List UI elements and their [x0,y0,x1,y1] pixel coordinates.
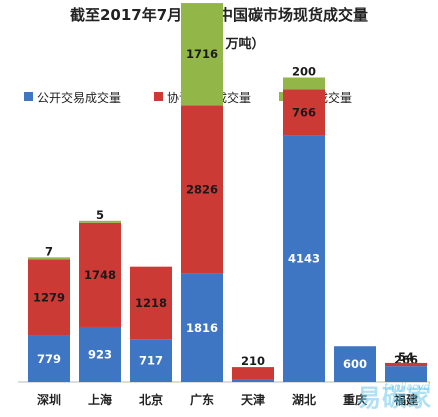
category-label-6: 重庆 [343,392,367,407]
bar-4-series-0 [232,379,274,382]
bar-3-series-2 [181,3,223,106]
data-label-1-series-1: 1748 [84,268,116,282]
bar-7-series-1 [385,362,427,367]
data-label-1-series-0: 923 [88,347,112,361]
category-label-2: 北京 [139,392,163,407]
data-label-5-series-2: 200 [292,65,316,79]
bar-0-series-0 [28,335,70,382]
bar-7-series-0 [385,366,427,382]
category-label-0: 深圳 [37,392,61,407]
data-label-7-series-1: 54 [398,350,414,364]
data-label-1-series-2: 5 [96,208,104,222]
bar-1-series-1 [79,222,121,327]
data-label-4-series-1: 210 [241,354,265,368]
bar-1-series-2 [79,220,121,223]
bar-0-series-2 [28,257,70,260]
bar-2-series-0 [130,339,172,382]
bar-2-series-1 [130,266,172,340]
bar-1-series-0 [79,326,121,382]
bar-3-series-1 [181,105,223,274]
data-label-0-series-2: 7 [45,244,53,258]
legend-label-public: 公开交易成交量 [37,91,122,105]
bar-5-series-0 [283,135,325,382]
bar-4-series-1 [232,367,274,380]
legend-swatch-agreement [154,92,163,101]
category-label-3: 广东 [190,392,214,407]
data-label-6-series-0: 600 [343,357,367,371]
watermark-logo: 易碳家 [357,384,432,412]
category-label-7: 福建 [393,392,419,407]
data-label-0-series-1: 1279 [33,290,65,304]
bar-6-series-0 [334,346,376,382]
data-label-2-series-1: 1218 [135,296,167,310]
legend-swatch-public [24,92,33,101]
category-label-4: 天津 [241,392,265,407]
data-label-3-series-0: 1816 [186,321,218,335]
data-label-5-series-1: 766 [292,105,316,119]
watermark-url: tanjiacyd [384,382,430,393]
bar-5-series-2 [283,77,325,90]
data-label-3-series-1: 2826 [186,183,218,197]
data-label-0-series-0: 779 [37,352,61,366]
data-label-2-series-0: 717 [139,354,163,368]
data-label-5-series-0: 4143 [288,252,320,266]
category-label-5: 湖北 [292,392,316,407]
bar-5-series-1 [283,89,325,136]
category-label-1: 上海 [88,392,112,407]
data-label-3-series-2: 1716 [186,47,218,61]
bar-3-series-0 [181,273,223,382]
bar-0-series-1 [28,259,70,336]
